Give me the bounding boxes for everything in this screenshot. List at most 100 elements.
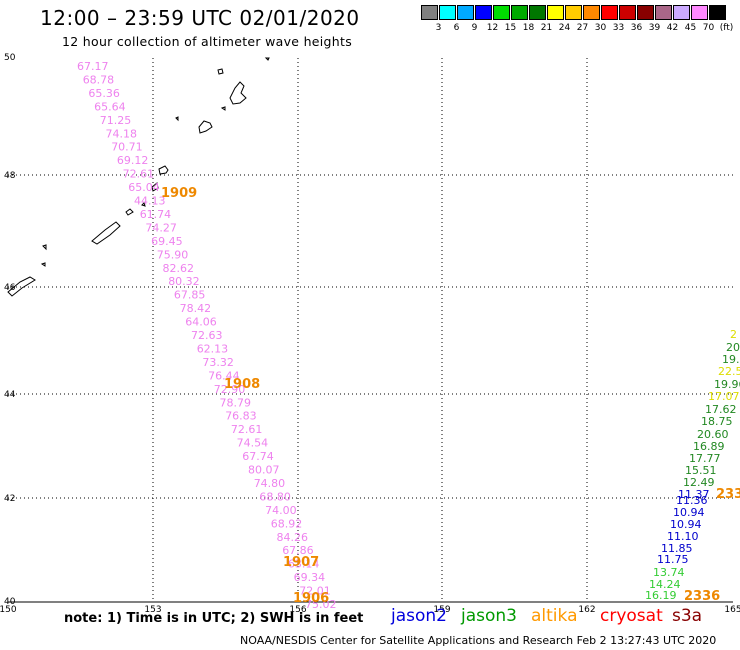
- swh-value-jason3: 12.49: [683, 476, 715, 489]
- swh-value-cryosat: 68.80: [259, 490, 291, 503]
- swh-value-jason3: 17.62: [705, 403, 737, 416]
- lat-tick-label: 46: [4, 283, 16, 293]
- swh-value-cryosat: 69.12: [117, 154, 148, 167]
- scale-label: 9: [471, 23, 478, 33]
- scale-label: 39: [648, 23, 661, 33]
- island-2: [217, 68, 224, 75]
- scale-label: 36: [630, 23, 643, 33]
- scale-swatch: [547, 5, 564, 20]
- swh-value-cryosat: 61.74: [140, 208, 172, 221]
- scale-label: 3: [435, 23, 442, 33]
- island-9: [125, 208, 134, 216]
- scale-swatch: [493, 5, 510, 20]
- swh-value-cryosat: 74.00: [265, 504, 297, 517]
- swh-value-jason3-tail: 16.19: [645, 589, 677, 602]
- swh-value-cryosat: 68.78: [83, 73, 115, 86]
- scale-label: (ft): [719, 23, 734, 33]
- s3a-time-label: 233: [716, 487, 740, 502]
- swh-value-cryosat: 69.45: [151, 235, 183, 248]
- scale-swatch: [619, 5, 636, 20]
- swh-value-cryosat: 65.64: [94, 100, 126, 113]
- scale-label: 27: [576, 23, 589, 33]
- island-3: [264, 57, 270, 61]
- pass-time-label: 1908: [224, 377, 260, 392]
- lat-tick-labels: 50 48 46 44 42 40: [4, 53, 16, 607]
- island-13: [7, 276, 36, 297]
- pass-time-label: 1909: [161, 186, 197, 201]
- swh-value-cryosat: 63.14: [288, 558, 320, 571]
- swh-value-jason3: 20: [726, 341, 740, 354]
- swh-value-cryosat: 67.85: [174, 289, 206, 302]
- swh-value-cryosat: 80.32: [168, 275, 200, 288]
- swh-value-cryosat: 65.04: [128, 181, 160, 194]
- swh-value-jason3: 17.77: [689, 452, 721, 465]
- scale-swatch: [709, 5, 726, 20]
- scale-label: 33: [612, 23, 625, 33]
- scale-label: 70: [702, 23, 715, 33]
- scale-label: 24: [558, 23, 571, 33]
- map-grid: [8, 58, 733, 602]
- cryosat-track: 67.1768.7865.3665.6471.2574.1870.7169.12…: [77, 60, 337, 611]
- swh-value-jason3: 20.60: [697, 428, 729, 441]
- swh-value-cryosat: 76.44: [208, 369, 240, 382]
- swh-value-cryosat: 70.71: [111, 141, 143, 154]
- swh-value-cryosat: 74.18: [106, 127, 138, 140]
- scale-label: 6: [453, 23, 460, 33]
- lat-tick-label: 44: [4, 390, 16, 400]
- scale-label: 18: [522, 23, 535, 33]
- swh-value-cryosat: 78.79: [220, 396, 252, 409]
- pass-time-label: 1907: [283, 555, 319, 570]
- legend-jason3: jason3: [461, 606, 517, 626]
- scale-swatch: [673, 5, 690, 20]
- island-5: [198, 120, 213, 134]
- swh-value-cryosat: 84.26: [277, 531, 309, 544]
- swh-value-cryosat: 67.17: [77, 60, 109, 73]
- swh-value-yellow: 17.07: [708, 390, 740, 403]
- swh-value-jason2: 11.37: [678, 488, 710, 501]
- swh-value-jason3: 19.1: [722, 353, 740, 366]
- lon-tick-label: 150: [0, 605, 17, 615]
- swh-value-cryosat: 72.61: [123, 168, 155, 181]
- island-12: [42, 244, 47, 251]
- island-6: [175, 116, 179, 122]
- swh-value-cryosat: 76.83: [225, 410, 257, 423]
- island-7: [158, 165, 169, 175]
- swh-value-jason3: 16.89: [693, 440, 725, 453]
- swh-value-jason2: 11.10: [667, 530, 699, 543]
- island-14: [40, 262, 46, 267]
- lon-tick-label: 159: [433, 605, 450, 615]
- swh-value-jason3-tail: 13.74: [653, 566, 685, 579]
- swh-value-cryosat: 67.86: [282, 544, 314, 557]
- island-11: [91, 221, 121, 245]
- swh-value-cryosat: 72.61: [231, 423, 263, 436]
- lat-tick-label: 40: [4, 597, 16, 607]
- scale-swatch: [511, 5, 528, 20]
- swh-value-cryosat: 67.74: [242, 450, 273, 463]
- swh-value-cryosat: 72.63: [191, 329, 223, 342]
- lat-tick-label: 42: [4, 494, 15, 504]
- legend-altika: altika: [531, 606, 578, 626]
- time-labels: 1909 1908 1907 1906 2336 233: [161, 186, 740, 606]
- island-4: [220, 106, 226, 111]
- swh-value-jason2: 10.94: [670, 518, 702, 531]
- swh-value-jason2: 11.75: [657, 553, 689, 566]
- lat-tick-label: 48: [4, 171, 16, 181]
- scale-swatch: [691, 5, 708, 20]
- scale-swatch: [421, 5, 438, 20]
- lon-tick-labels: 150 153 156 159 162 165: [0, 605, 740, 615]
- swh-value-cryosat: 62.13: [197, 342, 229, 355]
- yellow-values: 2 22.5 17.07: [708, 328, 740, 403]
- swh-value-cryosat: 74.54: [237, 437, 269, 450]
- swh-value-cryosat: 72.90: [214, 383, 246, 396]
- scale-label: 21: [540, 23, 553, 33]
- legend-jason2: jason2: [391, 606, 447, 626]
- scale-swatch: [583, 5, 600, 20]
- swh-value-yellow: 22.5: [718, 365, 740, 378]
- scale-swatch: [439, 5, 456, 20]
- scale-swatch: [655, 5, 672, 20]
- scale-swatch: [457, 5, 474, 20]
- swh-value-cryosat: 75.02: [305, 598, 337, 611]
- swh-value-cryosat: 71.25: [100, 114, 132, 127]
